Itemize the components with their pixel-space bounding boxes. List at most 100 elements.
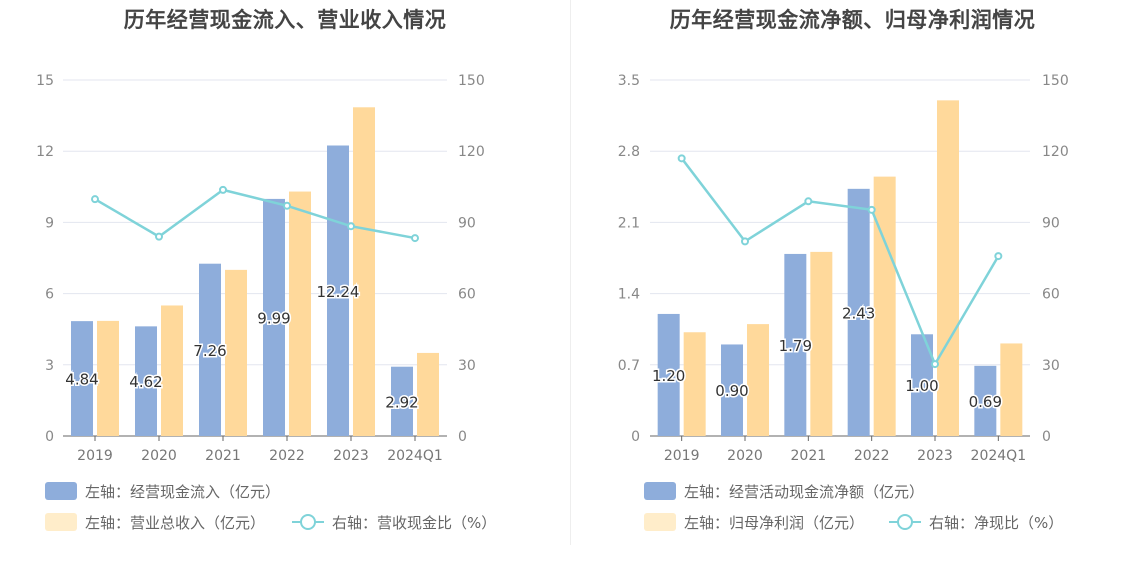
legend-label: 左轴：经营现金流入（亿元）	[85, 482, 281, 501]
y-left-tick-label: 1.4	[618, 287, 640, 303]
ratio-point	[867, 205, 876, 214]
bar-value-label: 2.92	[385, 393, 418, 411]
bar-secondary	[225, 269, 247, 436]
legend-bar-swatch-icon	[45, 513, 77, 531]
legend-label: 左轴：经营活动现金流净额（亿元）	[684, 482, 925, 501]
x-tick-label: 2024Q1	[971, 448, 1027, 464]
bar-primary	[721, 344, 743, 436]
ratio-point	[283, 201, 291, 210]
x-tick-label: 2020	[141, 448, 177, 464]
y-right-tick-label: 60	[458, 287, 476, 303]
y-left-tick-label: 0	[631, 429, 640, 445]
legend-item-revenue[interactable]: 左轴：营业总收入（亿元）	[45, 512, 265, 532]
bar-primary	[263, 198, 285, 436]
legend-item-net-cash-ratio[interactable]: 右轴：净现比（%）	[889, 512, 1063, 532]
y-left-tick-label: 6	[45, 287, 54, 303]
bar-primary	[847, 188, 870, 436]
chart-plot-cashflow-revenue: 0 0 3 30 6 60 9 90 12 120 15 150 2019 2020 2021 2022 202…	[36, 73, 485, 464]
bar-primary	[911, 334, 933, 436]
bar-secondary	[97, 320, 119, 436]
bar-value-label: 1.79	[779, 337, 812, 355]
x-tick-label: 2021	[791, 448, 827, 464]
legend-item-net-profit[interactable]: 左轴：归母净利润（亿元）	[644, 512, 864, 532]
bar-secondary	[161, 305, 183, 436]
x-tick-label: 2022	[269, 448, 305, 464]
x-tick-label: 2021	[205, 448, 241, 464]
bar-primary	[657, 313, 680, 436]
bar-primary	[135, 326, 157, 436]
bar-primary	[199, 263, 221, 436]
bar-value-label: 0.90	[715, 382, 748, 400]
bar-secondary	[289, 191, 311, 436]
bar-primary	[391, 366, 413, 436]
x-tick-label: 2022	[854, 448, 890, 464]
bar-secondary	[747, 324, 769, 436]
legend-line-swatch-icon	[292, 513, 324, 531]
legend-item-cash-inflow[interactable]: 左轴：经营现金流入（亿元）	[45, 481, 280, 501]
chart-plot-netcash-profit: 0 0 0.7 30 1.4 60 2.1 90 2.8 120 3.5 150 2019 2020 202…	[618, 73, 1069, 464]
y-left-tick-label: 9	[45, 215, 54, 231]
bar-value-label: 4.84	[65, 371, 98, 389]
legend-label: 右轴：净现比（%）	[929, 513, 1064, 532]
bar-primary	[71, 321, 93, 436]
ratio-line	[680, 157, 1000, 367]
y-left-tick-label: 15	[36, 73, 54, 89]
x-tick-label: 2019	[664, 448, 700, 464]
legend-label: 左轴：营业总收入（亿元）	[85, 513, 266, 532]
ratio-point	[741, 237, 749, 246]
legend-line-swatch-icon	[889, 513, 921, 531]
y-right-tick-label: 0	[458, 429, 467, 445]
y-left-tick-label: 0.7	[618, 358, 640, 374]
chart-title: 历年经营现金流入、营业收入情况	[123, 8, 447, 32]
bar-value-label: 7.26	[193, 342, 226, 360]
bar-value-label: 9.99	[257, 309, 290, 327]
y-right-tick-label: 0	[1042, 429, 1051, 445]
bar-secondary	[810, 251, 833, 436]
bar-value-label: 0.69	[969, 393, 1002, 411]
y-right-tick-label: 150	[458, 73, 485, 89]
y-right-tick-label: 90	[1042, 215, 1060, 231]
legend-item-revenue-cash-ratio[interactable]: 右轴：营收现金比（%）	[292, 512, 496, 532]
bar-secondary	[1000, 343, 1023, 436]
y-right-tick-label: 150	[1042, 73, 1069, 89]
legend-item-net-operating-cash[interactable]: 左轴：经营活动现金流净额（亿元）	[644, 481, 924, 501]
x-tick-label: 2019	[77, 448, 113, 464]
y-right-tick-label: 120	[458, 144, 485, 160]
ratio-point	[804, 197, 813, 206]
bar-secondary	[873, 176, 896, 436]
y-left-tick-label: 2.1	[618, 215, 640, 231]
ratio-point	[411, 234, 419, 243]
bar-value-label: 4.62	[129, 373, 162, 391]
bar-value-label: 1.00	[905, 377, 938, 395]
chart-title: 历年经营现金流净额、归母净利润情况	[669, 8, 1036, 32]
legend-bar-swatch-icon	[644, 513, 676, 531]
legend-label: 左轴：归母净利润（亿元）	[684, 513, 865, 532]
y-right-tick-label: 30	[1042, 358, 1060, 374]
bar-secondary	[417, 352, 439, 436]
legend-label: 右轴：营收现金比（%）	[332, 513, 497, 532]
legend-bar-swatch-icon	[644, 482, 676, 500]
y-right-tick-label: 90	[458, 215, 476, 231]
bar-value-label: 2.43	[842, 304, 875, 322]
y-left-tick-label: 3	[45, 358, 54, 374]
ratio-point	[219, 185, 227, 194]
bar-secondary	[683, 332, 706, 436]
y-left-tick-label: 2.8	[618, 144, 640, 160]
x-tick-label: 2020	[727, 448, 763, 464]
y-right-tick-label: 120	[1042, 144, 1069, 160]
ratio-point	[994, 252, 1003, 261]
y-right-tick-label: 30	[458, 358, 476, 374]
bar-value-label: 12.24	[317, 283, 360, 301]
y-left-tick-label: 3.5	[618, 73, 640, 89]
ratio-point	[931, 360, 939, 369]
y-left-tick-label: 0	[45, 429, 54, 445]
y-left-tick-label: 12	[36, 144, 54, 160]
bar-primary	[327, 145, 349, 436]
chart-panel-cashflow-revenue: 历年经营现金流入、营业收入情况 0 0 3 30 6 60 9 90 12 120 15 150 201…	[36, 8, 496, 532]
bar-primary	[784, 253, 807, 436]
x-tick-label: 2023	[333, 448, 369, 464]
bar-value-label: 1.20	[652, 367, 685, 385]
ratio-point	[91, 195, 99, 204]
bar-secondary	[353, 107, 375, 436]
bar-primary	[974, 365, 997, 436]
